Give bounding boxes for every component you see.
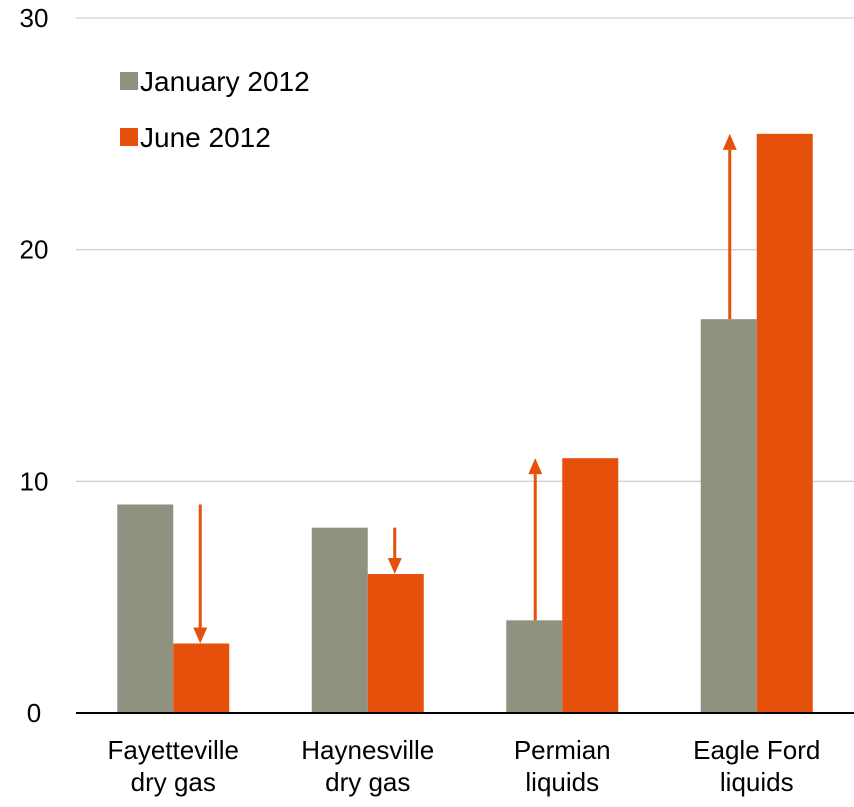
bar-january-2012 [117,504,174,713]
axes: 0 10 20 30 Fayetteville dry gas Haynesville dry… [20,3,854,797]
legend-swatch [120,128,138,146]
x-category-label: Permian liquids [514,735,611,797]
arrow-head [193,627,208,644]
legend-swatch [120,72,138,90]
bar-june-2012 [173,643,230,713]
y-tick-label: 30 [20,3,49,33]
change-arrow-up [722,133,737,320]
bar-january-2012 [311,527,368,713]
change-arrow-up [528,458,543,621]
x-category-label: Haynesville dry gas [301,735,434,797]
arrow-head [387,558,402,574]
bar-june-2012 [562,458,619,713]
legend-label: June 2012 [140,122,271,153]
legend-label: January 2012 [140,66,310,97]
x-category-label: Fayetteville dry gas [108,735,240,797]
y-tick-label: 20 [20,235,49,265]
bars [117,133,813,714]
bar-june-2012 [756,133,813,714]
bar-june-2012 [367,574,424,713]
y-tick-label: 10 [20,466,49,496]
change-arrow-down [193,504,208,644]
y-tick-label: 0 [27,698,41,728]
x-category-label: Eagle Ford liquids [693,735,820,797]
bar-january-2012 [700,319,757,713]
legend: January 2012 June 2012 [120,66,310,153]
bar-january-2012 [506,620,563,713]
change-arrow-down [387,527,402,574]
arrow-head [528,458,543,475]
arrow-head [722,133,737,150]
change-arrows [193,133,737,644]
